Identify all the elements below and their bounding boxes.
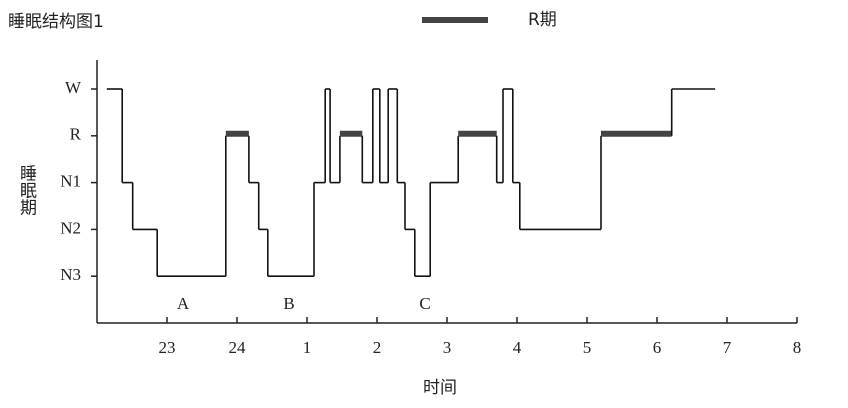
x-tick-label: 2 <box>373 338 382 357</box>
chart-title: 睡眠结构图1 <box>8 12 104 32</box>
x-tick-label: 6 <box>653 338 662 357</box>
y-tick-label: N1 <box>60 172 81 191</box>
annotation: B <box>283 294 294 313</box>
y-tick-label: N3 <box>60 265 81 284</box>
x-tick-label: 4 <box>513 338 522 357</box>
x-tick-label: 1 <box>303 338 312 357</box>
x-tick-label: 24 <box>229 338 247 357</box>
x-tick-label: 3 <box>443 338 452 357</box>
y-tick-label: W <box>65 78 82 97</box>
legend-label: R期 <box>528 10 557 30</box>
y-tick-label: N2 <box>60 218 81 237</box>
y-axis-label: 睡眠期 <box>16 164 37 216</box>
x-tick-label: 5 <box>583 338 592 357</box>
annotation: C <box>419 294 430 313</box>
x-axis-label: 时间 <box>423 378 457 398</box>
x-tick-label: 8 <box>793 338 802 357</box>
annotation: A <box>177 294 190 313</box>
x-tick-label: 23 <box>159 338 176 357</box>
x-tick-label: 7 <box>723 338 732 357</box>
y-tick-label: R <box>70 125 82 144</box>
